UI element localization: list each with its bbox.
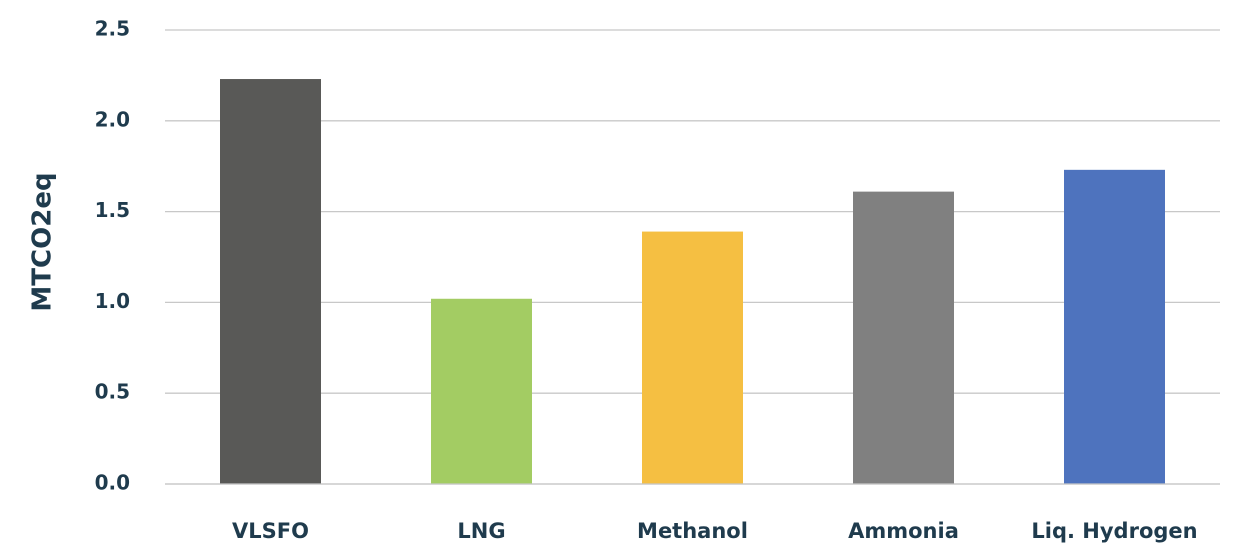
- bar-methanol: [642, 231, 743, 484]
- y-tick-label: 0.5: [95, 380, 130, 404]
- y-tick-label: 2.0: [95, 107, 130, 131]
- y-tick-label: 0.0: [95, 471, 130, 495]
- y-axis-ticks: 0.0 0.5 1.0 1.5 2.0 2.5: [95, 17, 130, 495]
- x-category-label: VLSFO: [232, 519, 309, 543]
- y-axis-title: MTCO2eq: [28, 172, 58, 311]
- x-axis-labels: VLSFO LNG Methanol Ammonia Liq. Hydrogen: [232, 519, 1198, 543]
- y-tick-label: 2.5: [95, 17, 130, 41]
- bar-liq-hydrogen: [1064, 169, 1165, 484]
- x-category-label: Ammonia: [848, 519, 959, 543]
- bar-vlsfo: [220, 79, 321, 485]
- x-category-label: Liq. Hydrogen: [1031, 519, 1197, 543]
- y-tick-label: 1.0: [95, 289, 130, 313]
- x-category-label: LNG: [457, 519, 505, 543]
- y-tick-label: 1.5: [95, 198, 130, 222]
- x-category-label: Methanol: [637, 519, 748, 543]
- bar-ammonia: [853, 191, 954, 484]
- bar-lng: [431, 298, 532, 484]
- bars: [165, 79, 1220, 485]
